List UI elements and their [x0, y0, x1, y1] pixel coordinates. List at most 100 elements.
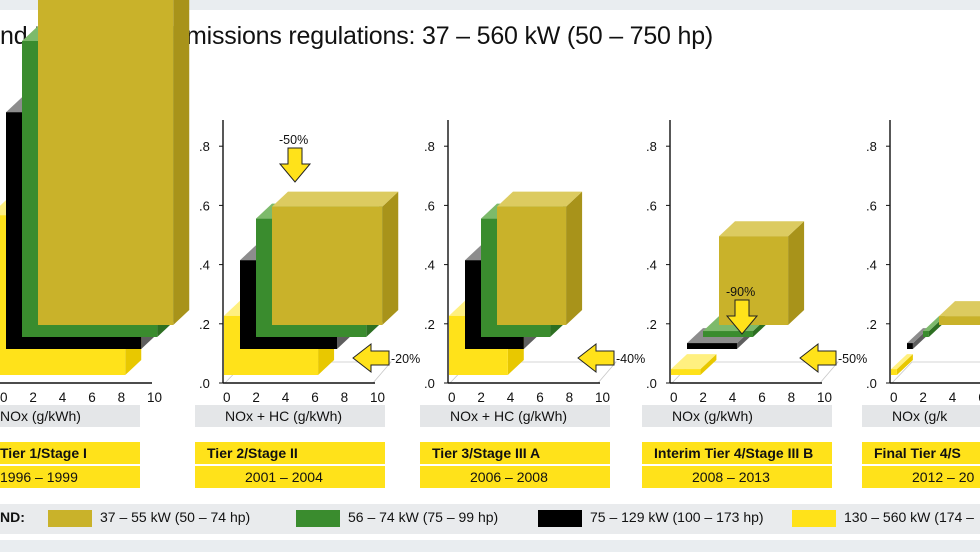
- panel-2-xtick-label-1: 2: [477, 390, 485, 405]
- panel-1-xtick-label-4: 8: [341, 390, 349, 405]
- panel-2-xtick-label-0: 0: [448, 390, 456, 405]
- panel-1-arrow-label-1: -20%: [391, 352, 420, 366]
- panel-4-bar-3-side: [896, 354, 913, 375]
- panel-2-xtick-label-2: 4: [507, 390, 515, 405]
- panel-2-ytick-label-2: .4: [424, 258, 435, 273]
- panel-2-years-box: [420, 466, 610, 488]
- panel-2-xlabel-band: [420, 405, 610, 427]
- legend-item-75-129: 75 – 129 kW (100 – 173 hp): [590, 509, 764, 525]
- panel-2-ytick-label-0: .0: [424, 376, 435, 391]
- panel-4-xtick-label-3: 6: [978, 390, 980, 405]
- panel-1-bar-0: [272, 206, 383, 325]
- panel-3-years-label: 2008 – 2013: [692, 469, 770, 485]
- panel-3-xtick-label-5: 10: [817, 390, 832, 405]
- legend-swatch-75-129: [538, 510, 582, 527]
- panel-1-years-label: 2001 – 2004: [245, 469, 323, 485]
- panel-0-bar-0: [38, 0, 174, 326]
- legend-item-130-560: 130 – 560 kW (174 –: [844, 509, 974, 525]
- arrow-left-3-1: [799, 342, 837, 374]
- panel-2-bar-0: [497, 206, 567, 325]
- panel-2-bar-0-top: [497, 191, 583, 207]
- legend-item-37-55: 37 – 55 kW (50 – 74 hp): [100, 509, 251, 525]
- panel-3-years-box: [642, 466, 832, 488]
- top-band: [0, 0, 980, 10]
- panel-4-tier-box: [862, 442, 980, 464]
- panel-1-bar-0-side: [382, 191, 399, 325]
- panel-1-tier-label: Tier 2/Stage II: [207, 445, 298, 461]
- panel-4-ytick-label-0: .0: [866, 376, 877, 391]
- panel-3-bar-0-side: [788, 221, 805, 325]
- panel-3-ytick-label-4: .8: [646, 139, 657, 154]
- panel-3-bar-3-side: [700, 354, 717, 375]
- legend-label: ND:: [0, 509, 25, 525]
- panel-3-xlabel: NOx (g/kWh): [672, 408, 753, 424]
- legend-swatch-37-55: [48, 510, 92, 527]
- panel-1-xlabel-band: [195, 405, 385, 427]
- panel-0-years-label: 1996 – 1999: [0, 469, 78, 485]
- panel-0-tier-label: Tier 1/Stage I: [0, 445, 87, 461]
- panel-1-xtick-label-0: 0: [223, 390, 231, 405]
- panel-4-bar-0: [939, 316, 980, 325]
- panel-3-arrow-label-0: -90%: [726, 285, 755, 299]
- panel-2-arrow-label-0: -40%: [616, 352, 645, 366]
- panel-2-xtick-label-3: 6: [536, 390, 544, 405]
- panel-0-tier-box: [0, 442, 140, 464]
- legend-item-56-74: 56 – 74 kW (75 – 99 hp): [348, 509, 499, 525]
- panel-4-bar-0-top: [939, 301, 980, 317]
- panel-2-ytick-label-4: .8: [424, 139, 435, 154]
- panel-3-bar-1: [703, 331, 753, 337]
- panel-3-ytick-label-2: .4: [646, 258, 657, 273]
- panel-4-ytick-label-2: .4: [866, 258, 877, 273]
- panel-4-xlabel: NOx (g/k: [892, 408, 948, 424]
- panel-1-ytick-label-4: .8: [199, 139, 210, 154]
- panel-1-ytick-label-3: .6: [199, 198, 210, 213]
- panel-1-xtick-label-5: 10: [370, 390, 385, 405]
- panel-2-xtick-label-5: 10: [595, 390, 610, 405]
- panel-2-years-label: 2006 – 2008: [470, 469, 548, 485]
- panel-3-ytick-label-0: .0: [646, 376, 657, 391]
- panel-1-xtick-label-3: 6: [311, 390, 319, 405]
- panel-1-ytick-label-2: .4: [199, 258, 210, 273]
- panel-4-xtick-label-2: 4: [949, 390, 957, 405]
- panel-3-xtick-label-4: 8: [788, 390, 796, 405]
- panel-4-xlabel-band: [862, 405, 980, 427]
- panel-4-years-box: [862, 466, 980, 488]
- panel-1-ytick-label-1: .2: [199, 317, 210, 332]
- panel-1-years-box: [195, 466, 385, 488]
- panel-3-xlabel-band: [642, 405, 832, 427]
- panel-0-xtick-label-4: 8: [118, 390, 126, 405]
- panel-3-xtick-label-2: 4: [729, 390, 737, 405]
- panel-1-tier-box: [195, 442, 385, 464]
- panel-3-ytick-label-3: .6: [646, 198, 657, 213]
- arrow-down-1-0: [278, 147, 312, 183]
- panel-3-xtick-label-3: 6: [758, 390, 766, 405]
- panel-0-xlabel-band: [0, 405, 140, 427]
- panel-3-bar-3-top: [671, 354, 717, 370]
- panel-3-bar-2: [687, 343, 737, 349]
- panel-0-xtick-label-1: 2: [29, 390, 37, 405]
- panel-3-xtick-label-1: 2: [699, 390, 707, 405]
- panel-3-bar-0-top: [719, 221, 805, 237]
- panel-1-xlabel: NOx + HC (g/kWh): [225, 408, 342, 424]
- panel-4-xtick-label-1: 2: [919, 390, 927, 405]
- panel-4-floor: [891, 361, 980, 384]
- panel-4-ytick-label-1: .2: [866, 317, 877, 332]
- panel-2-tier-label: Tier 3/Stage III A: [432, 445, 540, 461]
- panel-1-bar-0-top: [272, 191, 399, 207]
- panel-0-xlabel: NOx (g/kWh): [0, 408, 81, 424]
- panel-0-xtick-label-2: 4: [59, 390, 67, 405]
- panel-2-ytick-label-1: .2: [424, 317, 435, 332]
- panel-4-tier-label: Final Tier 4/S: [874, 445, 961, 461]
- panel-4-years-label: 2012 – 20: [912, 469, 974, 485]
- panel-0-bar-0-side: [173, 0, 190, 325]
- legend-swatch-56-74: [296, 510, 340, 527]
- panel-1-arrow-label-0: -50%: [279, 133, 308, 147]
- panel-2-xtick-label-4: 8: [566, 390, 574, 405]
- panel-3-arrow-label-1: -50%: [838, 352, 867, 366]
- panel-4-bar-3-top: [891, 354, 913, 370]
- panel-1-xtick-label-2: 4: [282, 390, 290, 405]
- panel-3-ytick-label-1: .2: [646, 317, 657, 332]
- legend-swatch-130-560: [792, 510, 836, 527]
- panel-2-ytick-label-3: .6: [424, 198, 435, 213]
- panel-2-bar-0-side: [566, 191, 583, 325]
